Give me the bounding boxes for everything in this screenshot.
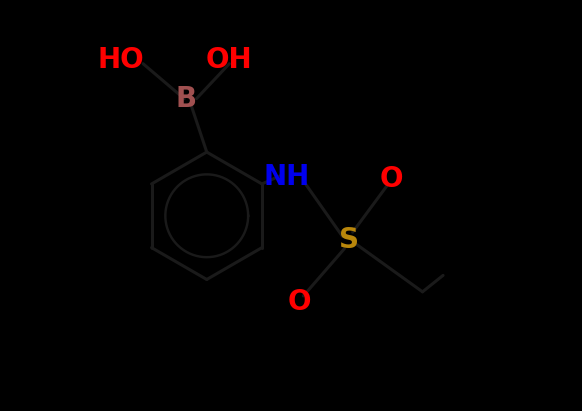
Text: HO: HO	[97, 46, 144, 74]
Text: OH: OH	[206, 46, 253, 74]
Text: B: B	[176, 85, 197, 113]
Text: S: S	[339, 226, 359, 254]
Text: O: O	[288, 288, 311, 316]
Text: NH: NH	[264, 163, 310, 191]
Text: O: O	[380, 165, 403, 193]
